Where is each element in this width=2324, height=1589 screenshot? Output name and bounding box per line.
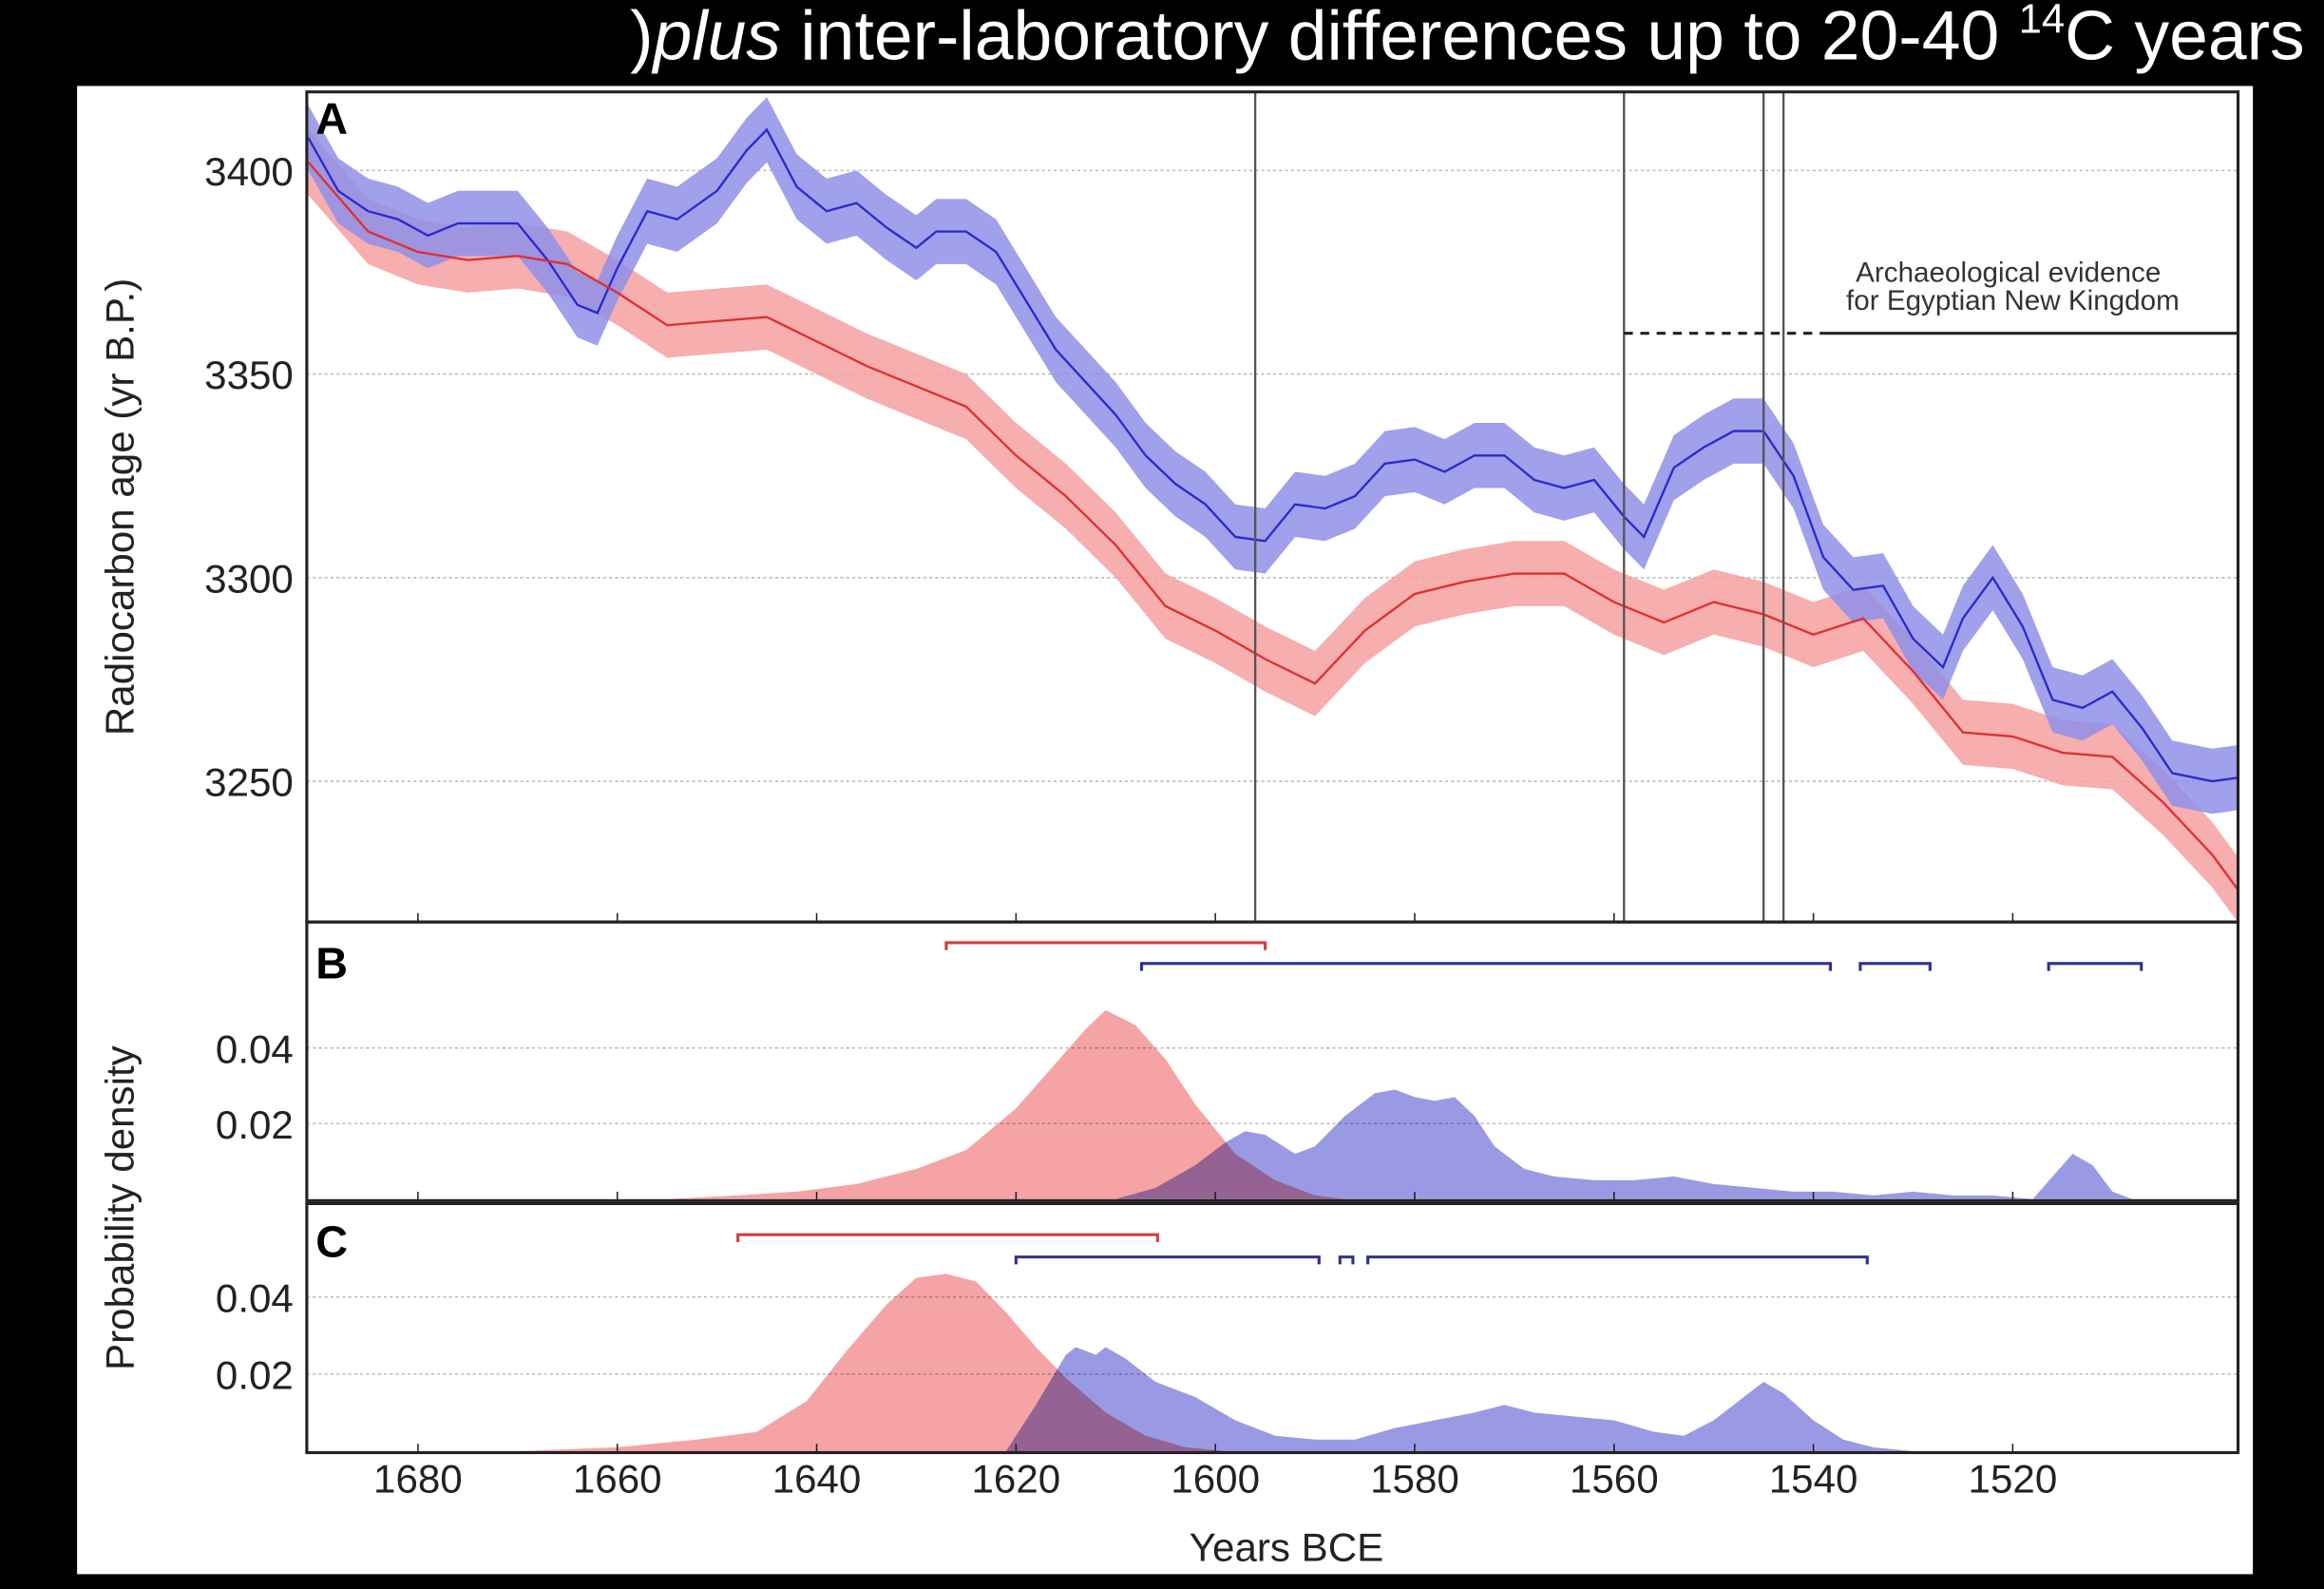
annotation-line2: for Egyptian New Kingdom xyxy=(1846,285,2180,316)
y-tick-label-a: 3250 xyxy=(204,760,294,805)
blue-hpd-interval-b xyxy=(1139,962,1832,971)
blue-density-c xyxy=(1005,1347,1914,1451)
y-tick-label-a: 3300 xyxy=(204,556,294,601)
y-tick-label-c: 0.02 xyxy=(216,1352,294,1397)
x-tick-label: 1520 xyxy=(1969,1457,2058,1502)
panel-a-label: A xyxy=(315,93,348,143)
red-density-b xyxy=(667,1009,1345,1199)
blue-density-b xyxy=(1115,1089,2133,1199)
title-prefix: ) xyxy=(630,0,653,74)
x-tick-label: 1680 xyxy=(373,1457,463,1502)
blue-calibration-curve xyxy=(307,127,2238,783)
title-sup: 14 xyxy=(2019,0,2066,42)
panel-b-label: B xyxy=(315,938,348,987)
red-hpd-interval-b xyxy=(944,941,1267,950)
blue-hpd-interval-b xyxy=(1858,962,1932,971)
x-tick-label: 1560 xyxy=(1570,1457,1659,1502)
x-tick-label: 1620 xyxy=(971,1457,1060,1502)
x-tick-label: 1580 xyxy=(1370,1457,1459,1502)
y-tick-label-b: 0.04 xyxy=(216,1026,294,1071)
title-rest: inter-laboratory differences up to 20-40 xyxy=(781,0,2019,74)
y-axis-label-a: Radiocarbon age (yr B.P.) xyxy=(97,278,142,736)
x-tick-label: 1660 xyxy=(573,1457,662,1502)
x-tick-label: 1600 xyxy=(1171,1457,1260,1502)
y-axis-label-bc: Probability density xyxy=(97,1045,142,1370)
panel-c-label: C xyxy=(315,1217,348,1267)
x-tick-label: 1640 xyxy=(772,1457,862,1502)
blue-hpd-interval-c xyxy=(1338,1255,1355,1265)
title-suffix: C years xyxy=(2065,0,2305,74)
panel-c-frame xyxy=(305,1201,2240,1455)
blue-hpd-interval-c xyxy=(1366,1255,1869,1265)
annotation-line1: Archaeological evidence xyxy=(1856,257,2161,288)
red-calibration-curve xyxy=(307,162,2238,892)
panel-b-frame xyxy=(305,920,2240,1202)
title-italic: plus xyxy=(652,0,781,74)
blue-hpd-interval-b xyxy=(2047,962,2143,971)
y-tick-label-b: 0.02 xyxy=(216,1102,294,1147)
x-tick-label: 1540 xyxy=(1769,1457,1858,1502)
x-axis-label: Years BCE xyxy=(1190,1524,1383,1569)
y-tick-label-a: 3400 xyxy=(204,149,294,194)
y-tick-label-c: 0.04 xyxy=(216,1275,294,1320)
y-tick-label-a: 3350 xyxy=(204,353,294,397)
slide-title: )plus inter-laboratory differences up to… xyxy=(630,0,2305,74)
red-hpd-interval-c xyxy=(736,1233,1159,1243)
blue-hpd-interval-c xyxy=(1014,1255,1321,1265)
